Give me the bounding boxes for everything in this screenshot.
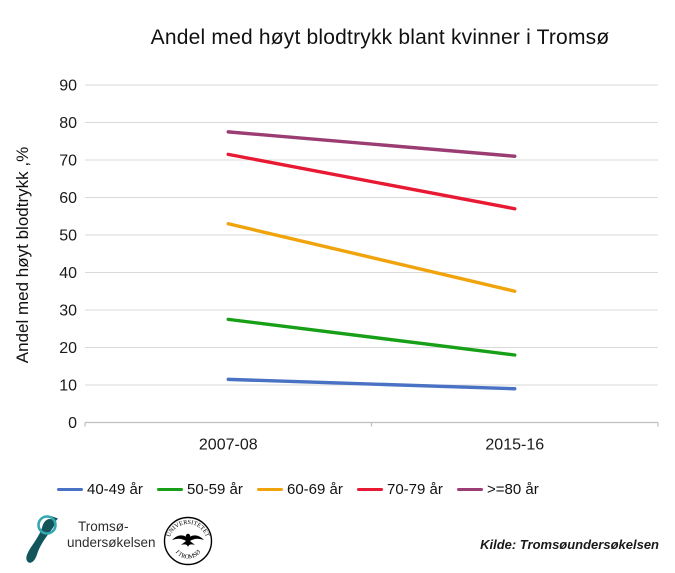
x-tick-label: 2015-16 <box>485 437 544 454</box>
chart-legend: 40-49 år 50-59 år 60-69 år 70-79 år >=80 år <box>57 481 557 498</box>
y-tick-label: 30 <box>59 303 77 320</box>
legend-label: 60-69 år <box>287 481 343 498</box>
y-tick-label: 80 <box>59 115 77 132</box>
legend-label: 40-49 år <box>87 481 143 498</box>
series-line-70-79-r <box>226 152 517 211</box>
y-tick-label: 10 <box>59 378 77 395</box>
y-tick-label: 20 <box>59 340 77 357</box>
legend-item: 40-49 år <box>57 481 157 498</box>
seal-bottom-text: I TROMSØ <box>173 548 202 560</box>
legend-item: >=80 år <box>457 481 557 498</box>
y-tick-label: 60 <box>59 190 77 207</box>
y-tick-label: 50 <box>59 228 77 245</box>
seal-eagle-icon <box>171 535 204 547</box>
seal-outer-ring <box>163 516 212 566</box>
y-tick-label: 40 <box>59 265 77 282</box>
y-tick-label: 90 <box>59 78 77 95</box>
y-tick-label: 70 <box>59 153 77 170</box>
legend-label: 70-79 år <box>387 481 443 498</box>
norway-map-shape <box>26 518 55 563</box>
source-caption: Kilde: Tromsøundersøkelsen <box>480 537 659 552</box>
series-line-60-69-r <box>226 222 517 293</box>
legend-item: 50-59 år <box>157 481 257 498</box>
legend-swatch <box>457 487 483 492</box>
logo-text: Tromsø- undersøkelsen <box>67 519 156 551</box>
seal-eagle-head <box>185 533 190 539</box>
logo-text-line2: undersøkelsen <box>67 535 156 550</box>
tromso-ring-icon <box>37 515 57 535</box>
legend-swatch <box>157 487 183 492</box>
tromso-study-logo: Tromsø- undersøkelsen UNIVERSITETET I TR… <box>18 513 214 568</box>
legend-label: 50-59 år <box>187 481 243 498</box>
chart-title: Andel med høyt blodtrykk blant kvinner i… <box>150 26 610 49</box>
legend-swatch <box>257 487 283 492</box>
legend-item: 70-79 år <box>357 481 457 498</box>
norway-map-icon <box>26 515 58 563</box>
x-tick-label: 2007-08 <box>199 437 258 454</box>
legend-swatch <box>57 487 83 492</box>
series-line--80-r <box>226 130 517 158</box>
logo-text-line1: Tromsø- <box>78 519 129 534</box>
legend-item: 60-69 år <box>257 481 357 498</box>
university-of-tromso-seal: UNIVERSITETET I TROMSØ <box>163 516 212 566</box>
legend-swatch <box>357 487 383 492</box>
series-line-50-59-r <box>226 317 517 357</box>
series-line-40-49-r <box>226 377 517 391</box>
y-tick-label: 0 <box>68 415 77 432</box>
legend-label: >=80 år <box>487 481 539 498</box>
